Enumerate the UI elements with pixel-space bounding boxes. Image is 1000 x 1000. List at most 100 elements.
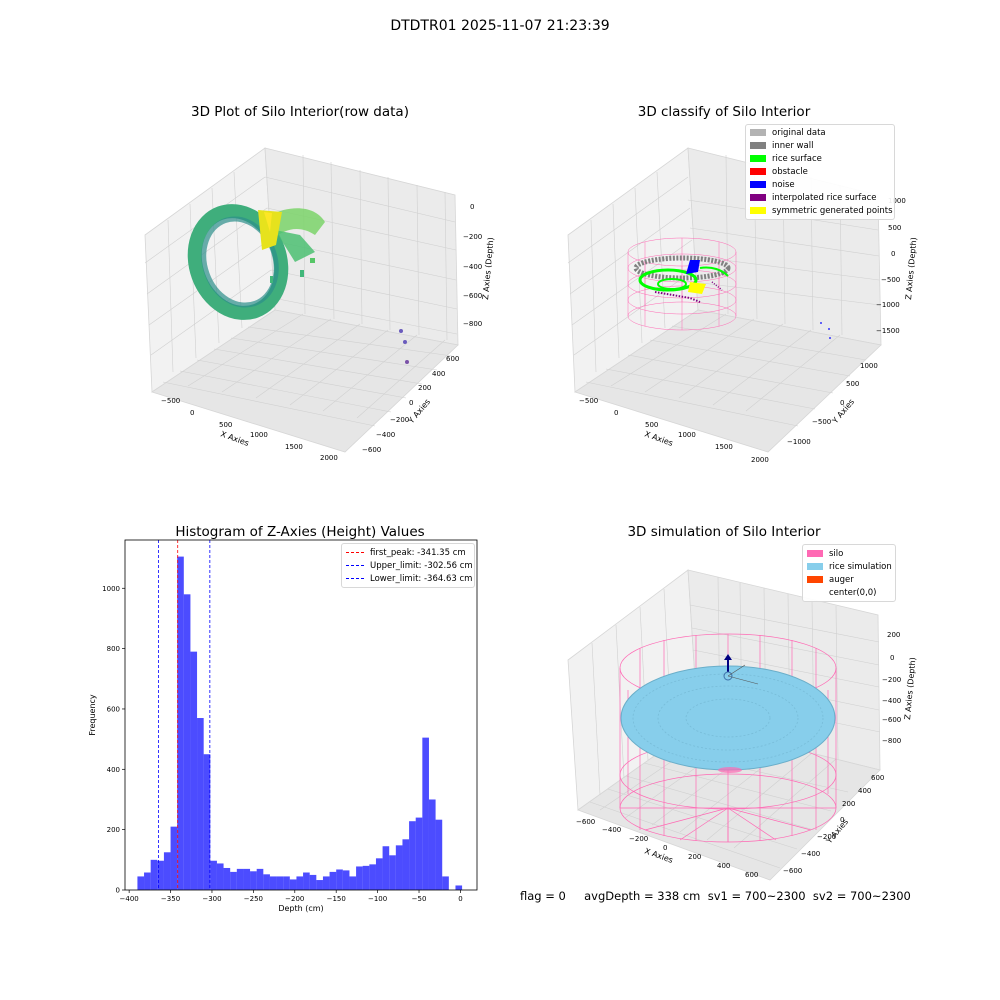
- legend-entry: center(0,0): [803, 586, 895, 599]
- legend-label: rice simulation: [829, 561, 892, 572]
- classify-ytick: 500: [846, 380, 859, 388]
- histogram-bar: [236, 868, 244, 890]
- histogram-bar: [369, 864, 376, 890]
- classify-ytick: −500: [812, 418, 831, 426]
- raw-ztick: −200: [463, 233, 482, 241]
- histogram-bar: [230, 871, 237, 890]
- histogram-bar: [276, 876, 284, 890]
- histogram-axes-frame: [124, 539, 478, 891]
- raw-panes: [144, 147, 459, 453]
- raw-xtick: 1000: [250, 431, 268, 439]
- classify-ztick: 500: [888, 224, 901, 232]
- raw-ytick: −200: [390, 416, 409, 424]
- legend-label: original data: [772, 127, 826, 138]
- histogram-bar: [329, 871, 337, 890]
- histogram-bar: [197, 718, 204, 890]
- raw-grid: [144, 154, 458, 427]
- histogram-bar: [210, 860, 217, 890]
- histogram-xlabel: Depth (cm): [278, 904, 323, 913]
- histogram-xtick-label: −50: [412, 895, 427, 903]
- raw-xtick: 2000: [320, 454, 338, 462]
- histogram-bar: [442, 876, 449, 890]
- legend-label: symmetric generated points: [772, 205, 893, 216]
- histogram-bar: [342, 870, 350, 890]
- legend-entry: first_peak: -341.35 cm: [342, 546, 474, 559]
- legend-swatch-purple: [750, 194, 766, 201]
- legend-swatch-blue: [750, 181, 766, 188]
- legend-swatch-skyblue: [807, 563, 823, 570]
- classify-ztick: −1000: [876, 301, 900, 309]
- raw-point-cloud: [187, 204, 409, 364]
- histogram-bar: [190, 651, 198, 890]
- simulation-xtick: 400: [717, 862, 730, 870]
- classify-xtick: 500: [645, 421, 658, 429]
- histogram-bar: [183, 594, 191, 890]
- histogram-bar: [163, 852, 171, 890]
- histogram-bar: [144, 872, 151, 890]
- histogram-bar: [250, 871, 257, 890]
- raw-ztick: −400: [463, 263, 482, 271]
- legend-entry: silo: [803, 547, 895, 560]
- histogram-xtick-label: −200: [285, 895, 304, 903]
- raw-xtick: 500: [219, 421, 232, 429]
- legend-entry: rice surface: [746, 152, 894, 165]
- simulation-xtick: 0: [663, 844, 667, 852]
- raw-xtick: −500: [161, 397, 180, 405]
- histogram-reference-lines: [158, 540, 211, 890]
- classify-xtick: 1000: [678, 431, 696, 439]
- legend-label: obstacle: [772, 166, 808, 177]
- histogram-bar: [216, 863, 224, 890]
- histogram-bar: [362, 865, 370, 890]
- legend-swatch-green: [750, 155, 766, 162]
- classify-zlabel: Z Axies (Depth): [904, 237, 918, 300]
- histogram-chart: −400 −350 −300 −250 −200 −150 −100 −50 0 0 200 400…: [88, 539, 478, 913]
- histogram-bar: [395, 845, 403, 890]
- histogram-bar: [336, 869, 343, 890]
- classify-ytick: 0: [840, 399, 844, 407]
- histogram-bar: [349, 876, 357, 890]
- raw-zlabel: Z Axies (Depth): [481, 237, 495, 300]
- histogram-ytick-label: 600: [107, 705, 120, 713]
- histogram-legend: first_peak: -341.35 cm Upper_limit: -302…: [341, 543, 475, 588]
- histogram-bar: [389, 855, 396, 890]
- histogram-title: Histogram of Z-Axies (Height) Values: [175, 524, 425, 540]
- raw-ytick: −400: [376, 431, 395, 439]
- raw-ytick: 0: [409, 399, 413, 407]
- simulation-plot-title: 3D simulation of Silo Interior: [627, 524, 821, 540]
- legend-line-blue: [346, 565, 364, 566]
- classify-xtick: −500: [579, 397, 598, 405]
- classify-xtick: 0: [614, 409, 618, 417]
- simulation-xlabel: X Axies: [643, 846, 674, 865]
- legend-label: noise: [772, 179, 795, 190]
- histogram-ytick-label: 200: [107, 826, 120, 834]
- simulation-ytick: −200: [817, 833, 836, 841]
- histogram-bars: [137, 556, 463, 890]
- histogram-xtick-label: −250: [244, 895, 263, 903]
- classify-axes-ticks: −500 0 500 1000 1500 2000 −1000 −500 0 5…: [579, 197, 906, 464]
- histogram-bar: [356, 866, 363, 890]
- histogram-ytick-label: 400: [107, 766, 120, 774]
- histogram-xtick-label: −400: [120, 895, 139, 903]
- legend-swatch-yellow: [750, 207, 766, 214]
- histogram-bar: [316, 880, 323, 890]
- raw-ytick: 400: [432, 370, 445, 378]
- legend-label: first_peak: -341.35 cm: [370, 547, 466, 558]
- raw-ytick: 600: [446, 355, 459, 363]
- simulation-ytick: 600: [871, 774, 884, 782]
- legend-line-blue: [346, 578, 364, 579]
- legend-swatch-gray: [750, 129, 766, 136]
- simulation-ytick: 400: [858, 787, 871, 795]
- histogram-bar: [263, 874, 270, 890]
- simulation-xtick: 600: [745, 871, 758, 879]
- legend-label: inner wall: [772, 140, 814, 151]
- legend-entry: noise: [746, 178, 894, 191]
- histogram-bar: [309, 874, 317, 890]
- classify-ztick: 0: [891, 250, 895, 258]
- raw-ytick: 200: [418, 384, 431, 392]
- legend-label: silo: [829, 548, 844, 559]
- histogram-bar: [435, 819, 443, 890]
- status-footer: flag = 0 avgDepth = 338 cm sv1 = 700~230…: [520, 889, 911, 903]
- histogram-bar: [422, 737, 429, 890]
- raw-ytick: −600: [362, 446, 381, 454]
- histogram-bar: [415, 817, 423, 890]
